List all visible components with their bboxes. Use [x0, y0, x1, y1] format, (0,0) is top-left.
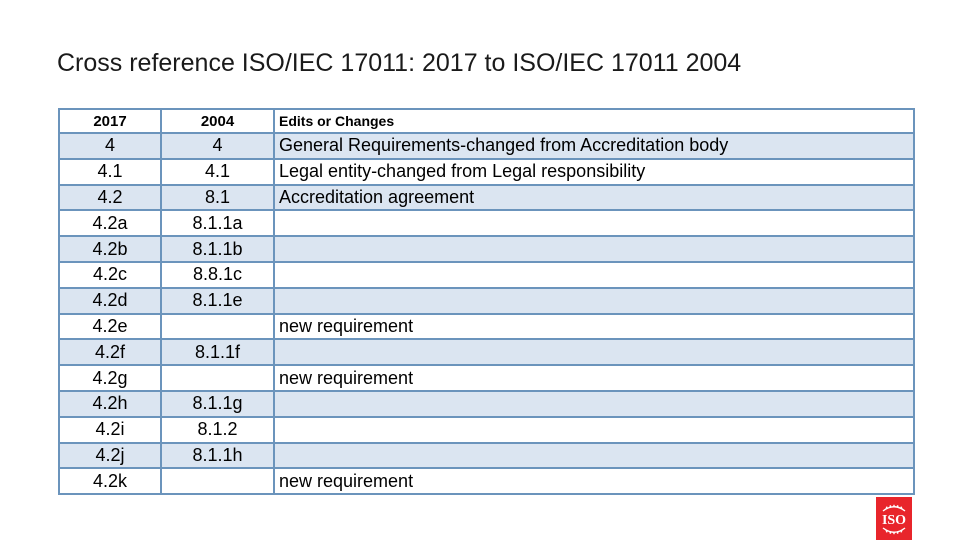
cell-edits-or-changes	[273, 260, 915, 289]
globe-top-arc	[882, 504, 906, 512]
table-row: 4.1 4.1 Legal entity-changed from Legal …	[58, 157, 915, 186]
cell-2004-clause	[160, 467, 275, 496]
column-header-edits-or-changes: Edits or Changes	[273, 108, 915, 134]
cell-edits-or-changes	[273, 286, 915, 315]
table-row: 4.2k new requirement	[58, 467, 915, 496]
cell-2017-clause: 4.1	[58, 157, 162, 186]
cell-edits-or-changes	[273, 209, 915, 238]
cell-2004-clause: 8.1.1g	[160, 389, 275, 418]
iso-logo: ISO	[876, 497, 912, 540]
table-row: 4.2f 8.1.1f	[58, 338, 915, 367]
cell-2017-clause: 4	[58, 132, 162, 160]
globe-bottom-arc	[882, 527, 906, 535]
cell-edits-or-changes: Legal entity-changed from Legal responsi…	[273, 157, 915, 186]
cell-2004-clause: 8.1.1a	[160, 209, 275, 238]
cell-2017-clause: 4.2k	[58, 467, 162, 496]
cell-edits-or-changes: General Requirements-changed from Accred…	[273, 132, 915, 160]
cell-2004-clause: 8.1	[160, 183, 275, 212]
cell-2017-clause: 4.2h	[58, 389, 162, 418]
table-row: 4.2i 8.1.2	[58, 415, 915, 444]
cell-2004-clause	[160, 312, 275, 341]
cell-2017-clause: 4.2f	[58, 338, 162, 367]
cell-edits-or-changes	[273, 415, 915, 444]
table-row: 4.2a 8.1.1a	[58, 209, 915, 238]
table-row: 4.2e new requirement	[58, 312, 915, 341]
iso-logo-text: ISO	[882, 513, 906, 528]
cell-2017-clause: 4.2j	[58, 441, 162, 470]
cell-2004-clause: 4	[160, 132, 275, 160]
cell-edits-or-changes: Accreditation agreement	[273, 183, 915, 212]
table-row: 4.2d 8.1.1e	[58, 286, 915, 315]
cell-edits-or-changes	[273, 235, 915, 263]
table-row: 4.2h 8.1.1g	[58, 389, 915, 418]
cell-2017-clause: 4.2c	[58, 260, 162, 289]
cell-2004-clause: 4.1	[160, 157, 275, 186]
cell-2004-clause: 8.1.1f	[160, 338, 275, 367]
cell-2004-clause: 8.1.1e	[160, 286, 275, 315]
cell-2004-clause: 8.1.1h	[160, 441, 275, 470]
table-row: 4.2g new requirement	[58, 364, 915, 392]
cell-edits-or-changes: new requirement	[273, 364, 915, 392]
cell-edits-or-changes: new requirement	[273, 467, 915, 496]
table-row: 4 4 General Requirements-changed from Ac…	[58, 132, 915, 160]
cell-edits-or-changes	[273, 338, 915, 367]
cell-2017-clause: 4.2	[58, 183, 162, 212]
cell-2004-clause: 8.8.1c	[160, 260, 275, 289]
cell-2017-clause: 4.2e	[58, 312, 162, 341]
cell-2017-clause: 4.2i	[58, 415, 162, 444]
table-row: 4.2b 8.1.1b	[58, 235, 915, 263]
cell-edits-or-changes	[273, 441, 915, 470]
cell-2004-clause	[160, 364, 275, 392]
table-row: 4.2j 8.1.1h	[58, 441, 915, 470]
cross-reference-table: 2017 2004 Edits or Changes 4 4 General R…	[58, 108, 915, 496]
table-body: 4 4 General Requirements-changed from Ac…	[58, 132, 915, 496]
cell-2004-clause: 8.1.2	[160, 415, 275, 444]
table-row: 4.2c 8.8.1c	[58, 260, 915, 289]
cell-2004-clause: 8.1.1b	[160, 235, 275, 263]
cell-edits-or-changes	[273, 389, 915, 418]
column-header-2017: 2017	[58, 108, 162, 134]
cell-2017-clause: 4.2g	[58, 364, 162, 392]
cell-2017-clause: 4.2d	[58, 286, 162, 315]
cell-2017-clause: 4.2a	[58, 209, 162, 238]
column-header-2004: 2004	[160, 108, 275, 134]
table-row: 4.2 8.1 Accreditation agreement	[58, 183, 915, 212]
cell-2017-clause: 4.2b	[58, 235, 162, 263]
page-title: Cross reference ISO/IEC 17011: 2017 to I…	[57, 49, 742, 77]
table-header-row: 2017 2004 Edits or Changes	[58, 108, 915, 134]
cell-edits-or-changes: new requirement	[273, 312, 915, 341]
